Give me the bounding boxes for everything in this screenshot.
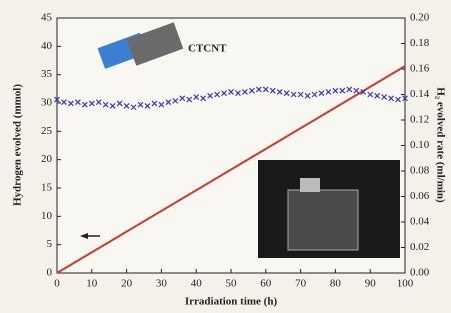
- y-tick-label: 35: [41, 68, 53, 80]
- y-tick-label: 0: [47, 267, 53, 279]
- y-tick-label: 10: [41, 210, 53, 222]
- x-tick-label: 90: [365, 278, 377, 290]
- y-tick-label: 5: [47, 238, 53, 250]
- photo-jar: [288, 190, 358, 250]
- y2-tick-label: 0.10: [410, 139, 430, 151]
- y-tick-label: 15: [41, 182, 53, 194]
- x-tick-label: 80: [330, 278, 342, 290]
- x-tick-label: 20: [121, 278, 133, 290]
- y-tick-label: 40: [41, 40, 53, 52]
- x-tick-label: 100: [397, 278, 414, 290]
- x-tick-label: 40: [191, 278, 203, 290]
- y2-tick-label: 0.14: [410, 88, 430, 100]
- y2-tick-label: 0.00: [410, 267, 430, 279]
- y2-tick-label: 0.04: [410, 216, 430, 228]
- y2-tick-label: 0.16: [410, 63, 430, 75]
- y2-tick-label: 0.20: [410, 12, 430, 24]
- x-tick-label: 30: [156, 278, 168, 290]
- y-tick-label: 25: [41, 125, 53, 137]
- y2-tick-label: 0.18: [410, 37, 430, 49]
- y-tick-label: 30: [41, 97, 53, 109]
- y-tick-label: 20: [41, 153, 53, 165]
- y2-tick-label: 0.06: [410, 190, 430, 202]
- y2-tick-label: 0.02: [410, 241, 429, 253]
- annotation: CTCNT: [188, 43, 227, 55]
- photo-inset: [258, 160, 400, 258]
- y2-tick-label: 0.08: [410, 165, 430, 177]
- chart: CTCNT Irradiation time (h) Hydrogen evol…: [0, 0, 451, 313]
- x-tick-label: 50: [226, 278, 238, 290]
- photo-cap: [300, 178, 320, 192]
- x-tick-label: 70: [295, 278, 307, 290]
- y2-tick-label: 0.12: [410, 114, 429, 126]
- y-tick-label: 45: [41, 12, 53, 24]
- x-tick-label: 0: [54, 278, 60, 290]
- y-axis-label: Hydrogen evolved (mmol): [12, 84, 24, 206]
- x-tick-label: 60: [260, 278, 272, 290]
- x-tick-label: 10: [86, 278, 98, 290]
- y2-axis-label: H₂ evolved rate (ml/min): [434, 87, 446, 203]
- x-axis-label: Irradiation time (h): [185, 296, 278, 308]
